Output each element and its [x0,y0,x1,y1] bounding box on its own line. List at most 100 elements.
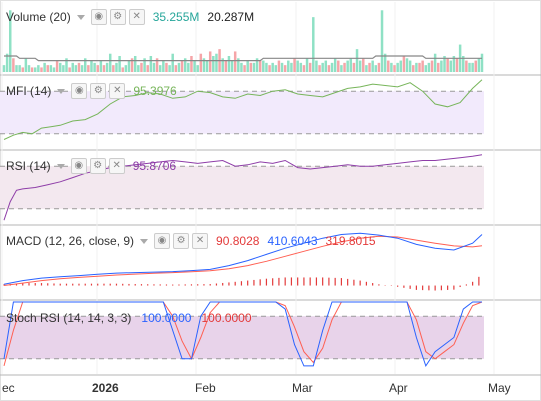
mfi-line [3,79,483,140]
volume-bar [446,58,449,72]
volume-legend: Volume (20) ◉ ⚙ ✕ 35.255M 20.287M [6,9,254,25]
volume-bar [224,60,228,72]
volume-bar [62,65,65,72]
volume-bar [405,58,409,72]
volume-bar [221,58,224,72]
volume-bar [302,65,306,72]
volume-bar [408,60,412,72]
volume-ma-value: 20.287M [207,10,255,24]
gear-icon[interactable]: ⚙ [90,83,107,99]
volume-bar [255,58,259,72]
x-tick-label: Apr [389,381,408,395]
macd-line [3,232,483,285]
eye-icon[interactable]: ◉ [71,83,88,99]
volume-bar [137,65,140,72]
stoch-d-value: 100.0000 [201,311,252,325]
close-icon[interactable]: ✕ [192,233,209,249]
volume-bar [71,62,74,72]
volume-bar [196,65,199,72]
volume-bar [46,65,49,72]
close-icon[interactable]: ✕ [128,9,145,25]
volume-bar [149,56,153,72]
stoch-band [0,316,484,359]
volume-bar [52,67,56,72]
volume-bar [374,65,378,72]
volume-bar [383,53,387,72]
volume-bar [440,60,443,72]
volume-bar [183,58,187,72]
volume-bar [412,65,415,72]
volume-bar [449,60,452,72]
eye-icon[interactable]: ◉ [90,9,107,25]
volume-bar [330,62,334,72]
chevron-down-icon[interactable] [56,163,65,169]
x-tick-label: ec [2,381,15,395]
chevron-down-icon[interactable] [57,88,66,94]
volume-bar [190,56,193,72]
volume-bar [280,62,284,72]
volume-bar [133,56,137,72]
volume-bar [146,65,149,72]
volume-bar [393,65,396,72]
chevron-down-icon[interactable] [140,238,149,244]
volume-bar [402,56,406,72]
close-icon[interactable]: ✕ [108,158,125,174]
volume-bar [240,62,243,72]
volume-bar [87,65,90,72]
volume-bar [21,67,24,72]
volume-bar [83,58,87,72]
volume-bar [49,65,53,72]
volume-bar [358,60,362,72]
rsi-legend: RSI (14) ◉ ⚙ ✕ 95.8706 [6,158,176,174]
rsi-line [3,154,483,221]
volume-bar [462,56,465,72]
volume-bar [262,60,265,72]
volume-bar [80,65,84,72]
volume-bar [208,51,212,72]
volume-bar [155,58,159,72]
volume-bar [465,60,468,72]
volume-bar [377,62,381,72]
volume-bar [93,62,96,72]
gear-icon[interactable]: ⚙ [109,9,126,25]
stoch-legend: Stoch RSI (14, 14, 3, 3) 100.0000 100.00… [6,310,252,326]
eye-icon[interactable]: ◉ [70,158,87,174]
volume-bar [193,60,196,72]
volume-bar [15,65,18,72]
volume-bar [427,62,431,72]
volume-bar [443,56,446,72]
volume-bar [349,58,353,72]
volume-bar [152,62,156,72]
volume-bar [424,65,428,72]
volume-bar [237,58,240,72]
volume-bar [327,65,331,72]
volume-bar [158,65,162,72]
volume-bar [12,58,15,72]
volume-bar [455,58,459,72]
volume-bar [265,62,268,72]
chevron-down-icon[interactable] [76,14,85,20]
volume-bar [318,65,321,72]
volume-bar [115,62,118,72]
volume-bar [121,67,124,72]
gear-icon[interactable]: ⚙ [89,158,106,174]
volume-bar [233,51,237,72]
volume-bar [433,53,437,72]
volume-bar [418,62,421,72]
volume-bar [68,67,71,72]
volume-bar [127,60,131,72]
volume-bar [2,65,6,72]
volume-bar [96,65,99,72]
volume-bar [174,65,178,72]
volume-ma-line [4,55,482,62]
gear-icon[interactable]: ⚙ [173,233,190,249]
volume-bar [346,60,349,72]
eye-icon[interactable]: ◉ [154,233,171,249]
volume-bar [171,53,174,72]
close-icon[interactable]: ✕ [109,83,126,99]
volume-bar [277,60,281,72]
volume-bar [162,60,165,72]
volume-bar [355,49,359,72]
volume-bar [290,62,293,72]
volume-bar [74,65,78,72]
